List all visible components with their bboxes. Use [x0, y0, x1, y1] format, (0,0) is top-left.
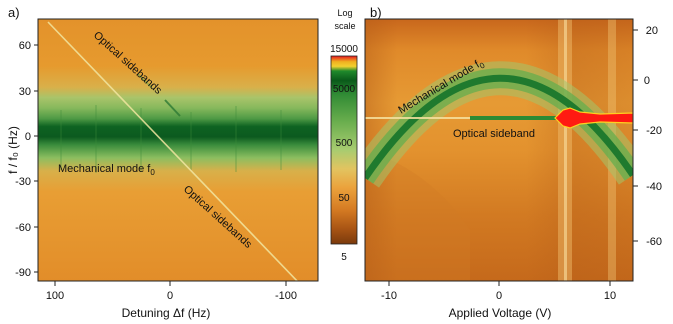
panel-a-heatmap — [38, 19, 318, 281]
b-ytick-0: 0 — [644, 75, 650, 87]
panel-a-label: a) — [8, 5, 20, 20]
colorbar-tick-5000: 5000 — [333, 84, 356, 95]
b-ytick-m20: -20 — [646, 125, 662, 137]
panel-a-x-ticks: 100 0 -100 — [46, 281, 297, 302]
a-ytick-m60: -60 — [15, 222, 31, 234]
a-ytick-30: 30 — [19, 86, 31, 98]
panel-a-mechanical-mode: Mechanical mode f0 — [58, 163, 155, 177]
colorbar-tick-15000: 15000 — [330, 44, 358, 55]
colorbar-tick-50: 50 — [338, 193, 350, 204]
panel-b-x-ticks: -10 0 10 — [381, 281, 616, 302]
colorbar-tick-5: 5 — [341, 252, 347, 263]
a-xtick-100: 100 — [46, 290, 64, 302]
panel-b-y-ticks: 20 0 -20 -40 -60 — [633, 25, 662, 248]
b-xtick-10: 10 — [604, 290, 616, 302]
colorbar-ramp — [330, 55, 358, 245]
a-ytick-m90: -90 — [15, 267, 31, 279]
colorbar-title-line1: Log — [337, 8, 352, 18]
a-xtick-m100: -100 — [275, 290, 297, 302]
panel-a-frame — [37, 18, 319, 282]
b-ytick-m60: -60 — [646, 236, 662, 248]
panel-a: 60 30 0 -30 -60 -90 100 0 -100 Detuning … — [6, 5, 319, 320]
a-ytick-0: 0 — [25, 131, 31, 143]
b-xtick-m10: -10 — [381, 290, 397, 302]
panel-b: 20 0 -20 -40 -60 -10 0 10 Applied Voltag… — [364, 5, 662, 320]
panel-a-texture — [60, 105, 282, 173]
panel-a-y-ticks: 60 30 0 -30 -60 -90 — [15, 40, 38, 279]
colorbar-tick-500: 500 — [336, 138, 353, 149]
colorbar: Log scale 15000 5000 500 50 5 — [330, 8, 358, 263]
b-ytick-20: 20 — [646, 25, 658, 37]
colorbar-title-line2: scale — [334, 21, 355, 31]
b-ytick-m40: -40 — [646, 181, 662, 193]
panel-a-xlabel: Detuning Δf (Hz) — [122, 306, 211, 320]
panel-b-mode-core — [365, 74, 633, 180]
panel-b-label: b) — [370, 5, 382, 20]
a-xtick-0: 0 — [167, 290, 173, 302]
a-ytick-60: 60 — [19, 40, 31, 52]
panel-b-xlabel: Applied Voltage (V) — [449, 306, 552, 320]
panel-b-peak — [554, 107, 633, 129]
panel-b-heatmap — [365, 19, 633, 281]
panel-a-ylabel: f / f₀ (Hz) — [6, 126, 20, 174]
panel-b-optical-sideband: Optical sideband — [453, 128, 535, 140]
b-xtick-0: 0 — [496, 290, 502, 302]
a-ytick-m30: -30 — [15, 176, 31, 188]
panel-a-sideband-line — [47, 21, 299, 281]
